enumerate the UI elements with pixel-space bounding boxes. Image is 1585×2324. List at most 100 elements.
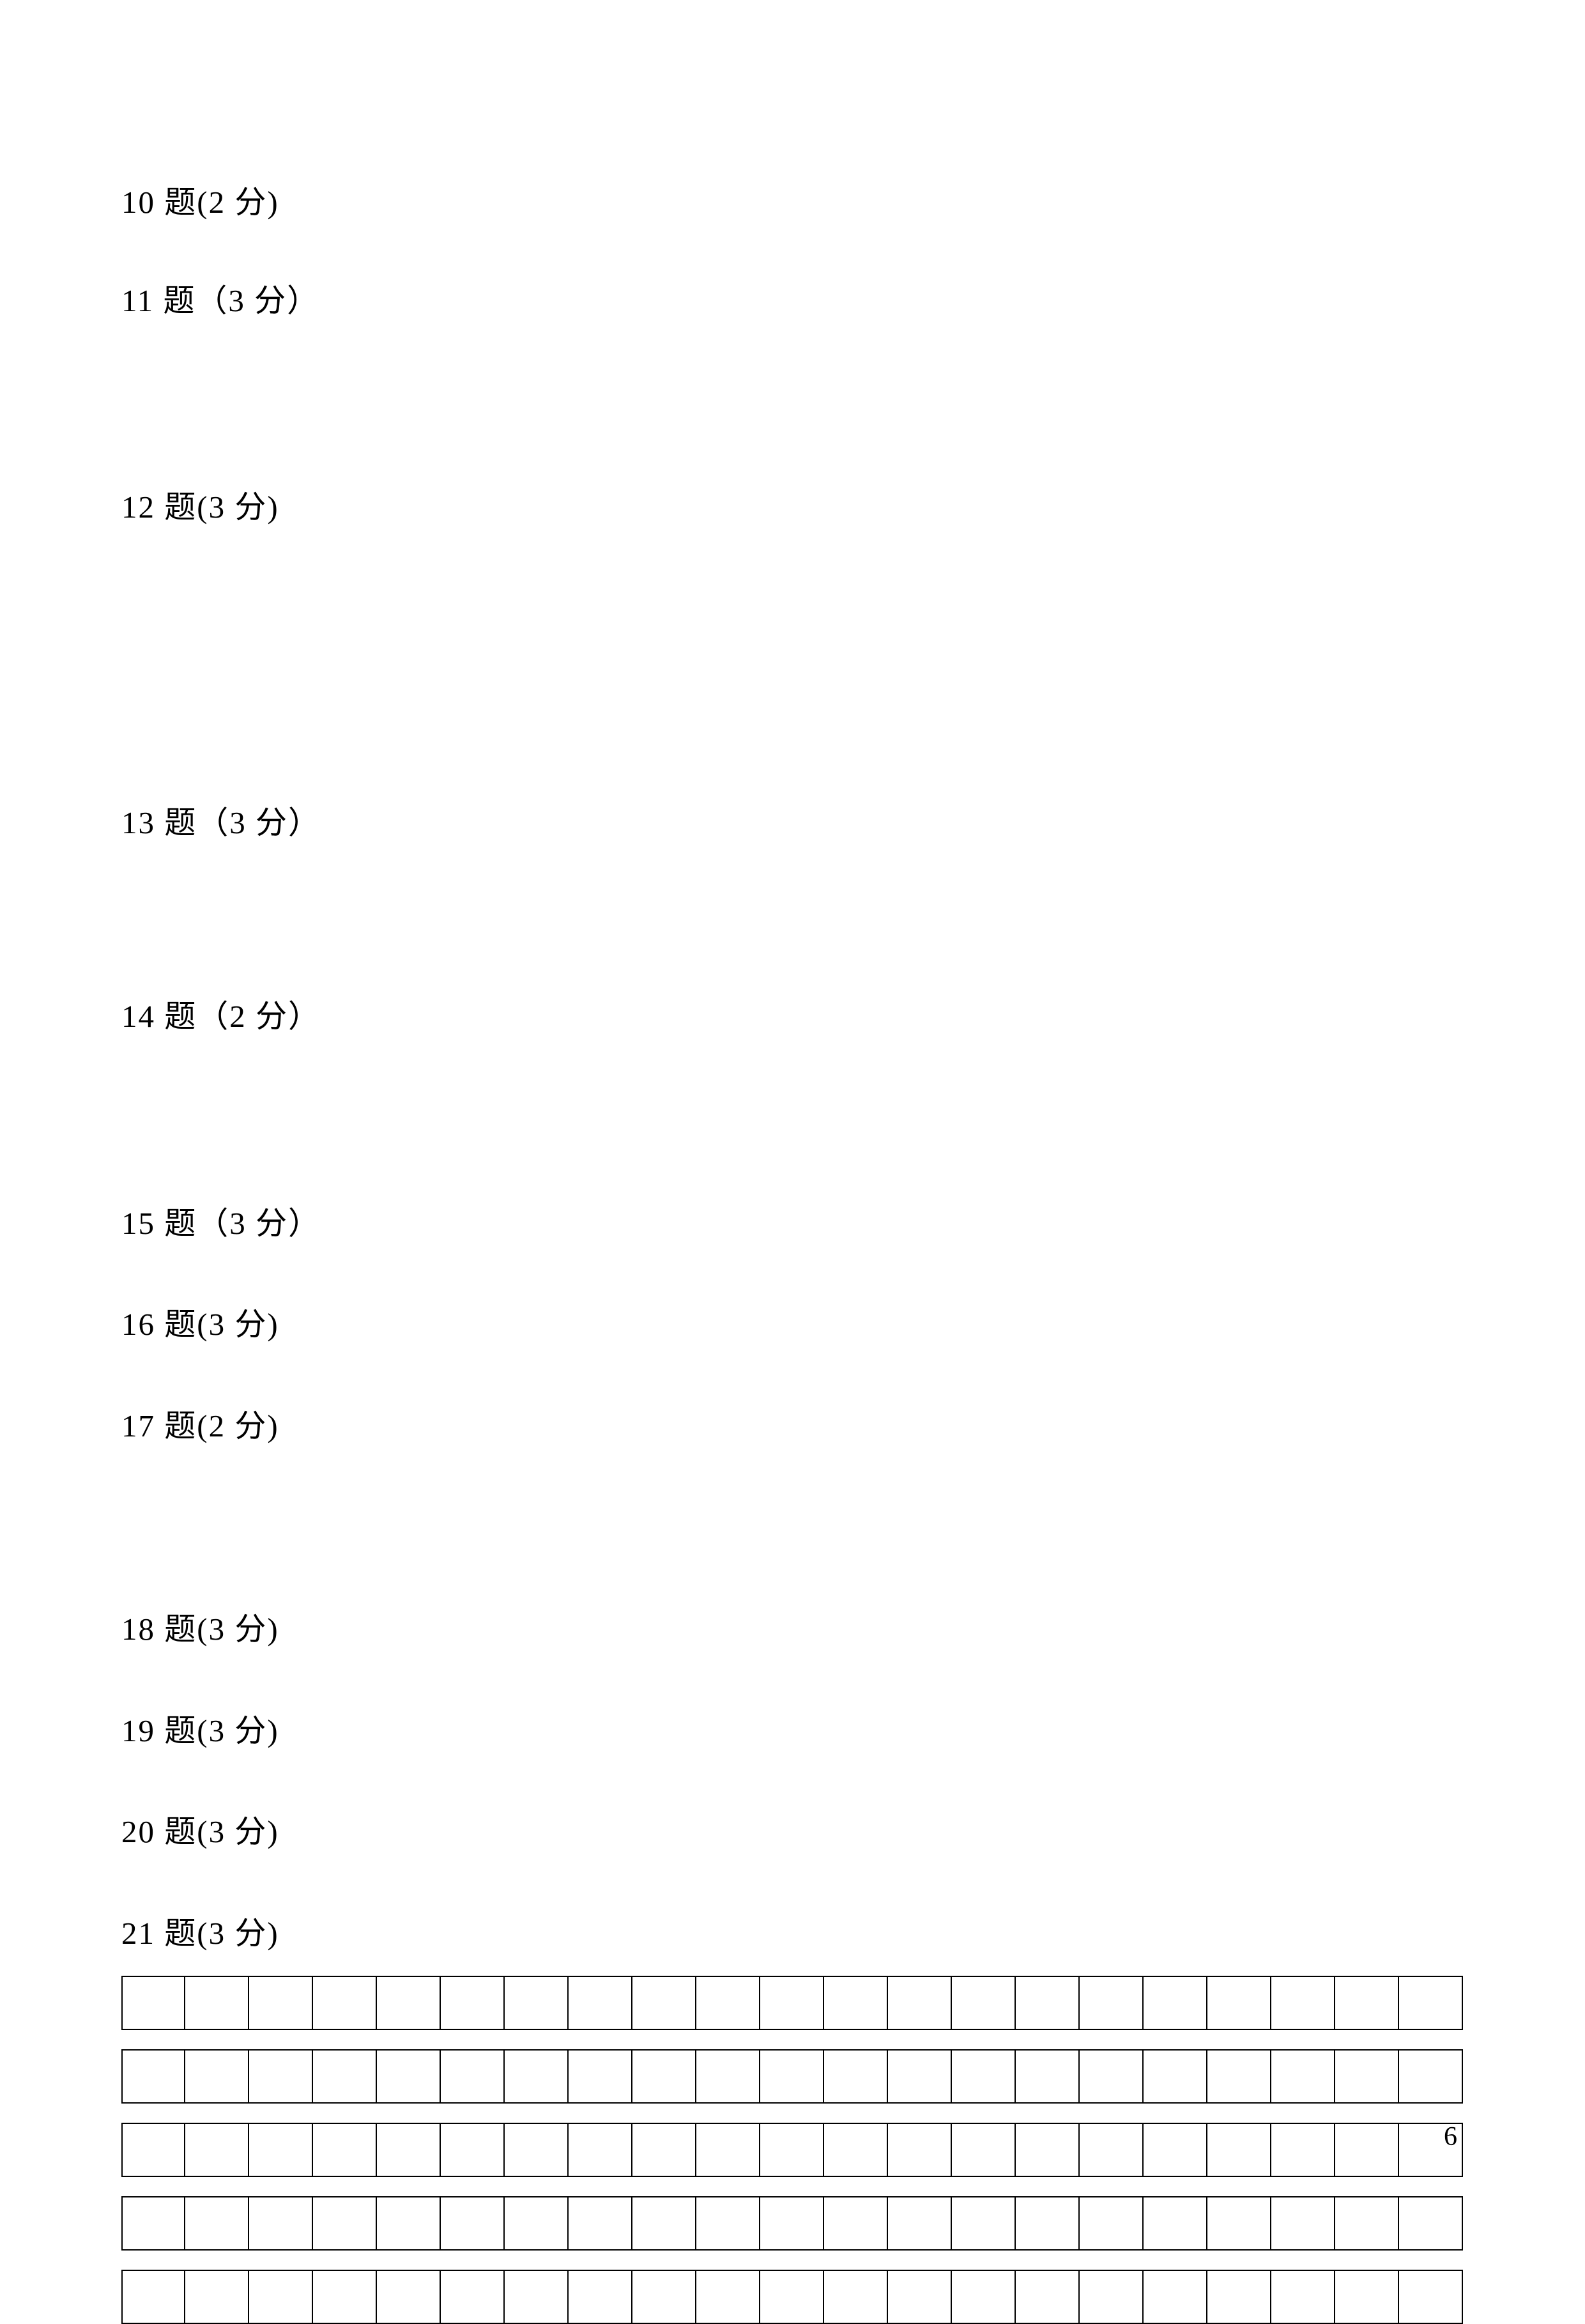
grid-cell [377, 2196, 441, 2251]
grid-cell [952, 2049, 1016, 2104]
grid-cell [569, 2196, 632, 2251]
grid-cell [696, 2123, 760, 2177]
writing-grid [121, 1976, 1464, 2324]
grid-row [121, 2270, 1464, 2324]
grid-cell [1335, 2270, 1399, 2324]
grid-cell [952, 2196, 1016, 2251]
grid-cell [121, 2270, 185, 2324]
grid-cell [1271, 1976, 1335, 2030]
grid-cell [1080, 2270, 1144, 2324]
grid-cell [505, 2123, 569, 2177]
grid-cell [1144, 2123, 1207, 2177]
grid-row [121, 2196, 1464, 2251]
grid-cell [1207, 1976, 1271, 2030]
question-15: 15 题（3 分） [121, 1200, 1464, 1247]
grid-cell [888, 2123, 952, 2177]
grid-cell [760, 1976, 824, 2030]
grid-cell [377, 2049, 441, 2104]
grid-cell [1335, 2123, 1399, 2177]
question-11: 11 题（3 分） [121, 277, 1464, 325]
question-17: 17 题(2 分) [121, 1403, 1464, 1450]
grid-cell [313, 1976, 377, 2030]
grid-cell [1016, 1976, 1080, 2030]
grid-cell [569, 2270, 632, 2324]
grid-cell [888, 2196, 952, 2251]
grid-cell [249, 2123, 313, 2177]
grid-cell [441, 2270, 505, 2324]
grid-cell [1080, 1976, 1144, 2030]
grid-cell [1335, 2196, 1399, 2251]
grid-cell [696, 2049, 760, 2104]
grid-cell [1144, 2270, 1207, 2324]
grid-cell [632, 2049, 696, 2104]
grid-cell [1399, 2270, 1463, 2324]
grid-cell [1016, 2049, 1080, 2104]
grid-cell [249, 1976, 313, 2030]
grid-cell [760, 2049, 824, 2104]
grid-cell [632, 2123, 696, 2177]
grid-cell [505, 2270, 569, 2324]
page-number: 6 [1444, 2121, 1457, 2152]
grid-cell [185, 1976, 249, 2030]
grid-cell [1271, 2123, 1335, 2177]
grid-cell [377, 2123, 441, 2177]
grid-cell [1144, 2196, 1207, 2251]
page-content: 10 题(2 分)11 题（3 分）12 题(3 分)13 题（3 分）14 题… [0, 0, 1585, 2324]
grid-cell [569, 2123, 632, 2177]
grid-cell [569, 1976, 632, 2030]
grid-cell [952, 2270, 1016, 2324]
grid-cell [824, 1976, 888, 2030]
grid-cell [1080, 2196, 1144, 2251]
grid-cell [952, 1976, 1016, 2030]
grid-cell [377, 2270, 441, 2324]
grid-cell [1207, 2049, 1271, 2104]
grid-cell [1080, 2123, 1144, 2177]
grid-cell [824, 2049, 888, 2104]
grid-cell [185, 2049, 249, 2104]
question-18: 18 题(3 分) [121, 1606, 1464, 1653]
grid-cell [441, 2123, 505, 2177]
grid-cell [313, 2196, 377, 2251]
question-12: 12 题(3 分) [121, 484, 1464, 531]
grid-cell [1271, 2270, 1335, 2324]
grid-cell [377, 1976, 441, 2030]
grid-cell [632, 1976, 696, 2030]
grid-cell [1207, 2270, 1271, 2324]
grid-cell [569, 2049, 632, 2104]
grid-cell [441, 2049, 505, 2104]
grid-cell [1399, 2049, 1463, 2104]
grid-cell [824, 2123, 888, 2177]
grid-cell [121, 2196, 185, 2251]
grid-cell [888, 2270, 952, 2324]
grid-cell [505, 2196, 569, 2251]
grid-cell [1080, 2049, 1144, 2104]
grid-row [121, 1976, 1464, 2030]
grid-cell [1016, 2270, 1080, 2324]
grid-cell [249, 2196, 313, 2251]
grid-cell [1016, 2123, 1080, 2177]
question-19: 19 题(3 分) [121, 1707, 1464, 1755]
grid-cell [121, 1976, 185, 2030]
grid-cell [760, 2270, 824, 2324]
questions-container: 10 题(2 分)11 题（3 分）12 题(3 分)13 题（3 分）14 题… [121, 179, 1464, 1957]
grid-cell [1399, 1976, 1463, 2030]
grid-cell [1144, 1976, 1207, 2030]
question-20: 20 题(3 分) [121, 1808, 1464, 1856]
grid-cell [1335, 1976, 1399, 2030]
grid-cell [505, 2049, 569, 2104]
grid-cell [760, 2123, 824, 2177]
grid-cell [1335, 2049, 1399, 2104]
grid-cell [888, 2049, 952, 2104]
grid-cell [313, 2123, 377, 2177]
question-21: 21 题(3 分) [121, 1910, 1464, 1957]
grid-cell [1271, 2049, 1335, 2104]
grid-cell [313, 2270, 377, 2324]
grid-cell [185, 2123, 249, 2177]
question-16: 16 题(3 分) [121, 1301, 1464, 1348]
grid-cell [1144, 2049, 1207, 2104]
grid-cell [1207, 2123, 1271, 2177]
grid-cell [249, 2270, 313, 2324]
grid-row [121, 2049, 1464, 2104]
grid-cell [1271, 2196, 1335, 2251]
grid-cell [632, 2270, 696, 2324]
